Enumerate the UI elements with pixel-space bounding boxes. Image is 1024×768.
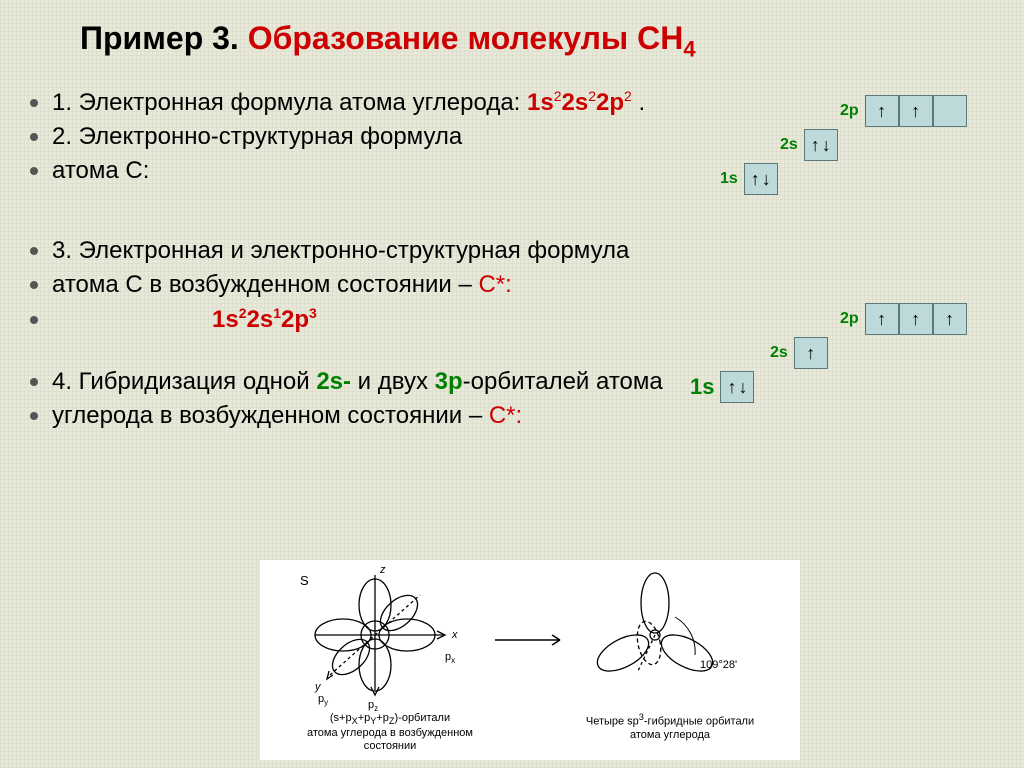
bullet-icon — [30, 133, 38, 141]
orbital-cell — [899, 303, 933, 335]
list-item: углерода в возбужденном состоянии – С*: — [30, 402, 994, 430]
formula-ground: 1s22s22p2 — [527, 89, 638, 116]
orbital-cell — [744, 163, 778, 195]
hybrid-caption-left: (s+pX+pY+pZ)-орбитали атома углерода в в… — [290, 712, 490, 754]
hybridization-diagram: S z x y px py pz 109°28' (s+pX+pY+pZ)- — [260, 560, 800, 760]
title-main: Образование молекулы CH4 — [248, 20, 696, 56]
orbital-label-1s: 1s — [720, 170, 738, 188]
svg-text:z: z — [379, 564, 386, 576]
orbital-label-2s: 2s — [780, 136, 798, 154]
svg-text:py: py — [318, 693, 328, 707]
text-line-1: 1. Электронная формула атома углерода: — [52, 89, 527, 116]
text-3p: 3p — [435, 368, 463, 395]
bullet-icon — [30, 247, 38, 255]
orbital-cell — [865, 95, 899, 127]
orbital-cell — [933, 95, 967, 127]
text-line-7a: 4. Гибридизация одной — [52, 368, 316, 395]
text-line-3: атома С: — [52, 157, 149, 185]
text-2s: 2s- — [316, 368, 351, 395]
text-line-5b: С*: — [478, 271, 511, 298]
text-line-2: 2. Электронно-структурная формула — [52, 123, 462, 151]
bullet-icon — [30, 316, 38, 324]
bullet-icon — [30, 378, 38, 386]
svg-text:px: px — [445, 651, 455, 665]
orbital-label-1s: 1s — [690, 374, 714, 400]
label-s: S — [300, 573, 309, 588]
orbital-cell — [865, 303, 899, 335]
orbital-cell — [794, 337, 828, 369]
bullet-icon — [30, 99, 38, 107]
orbital-cell — [899, 95, 933, 127]
list-item: 3. Электронная и электронно-структурная … — [30, 237, 994, 265]
bullet-icon — [30, 281, 38, 289]
svg-text:y: y — [314, 681, 322, 693]
bullet-icon — [30, 412, 38, 420]
orbital-label-2p: 2p — [840, 102, 859, 120]
text-line-8b: С*: — [489, 402, 522, 429]
orbital-cell — [933, 303, 967, 335]
text-line-4: 3. Электронная и электронно-структурная … — [52, 237, 629, 265]
text-line-5a: атома С в возбужденном состоянии – — [52, 271, 478, 298]
hybrid-caption-right: Четыре sp3-гибридные орбиталиатома углер… — [570, 712, 770, 742]
orbital-label-2p: 2p — [840, 310, 859, 328]
text-line-7c: и двух — [351, 368, 435, 395]
list-item: атома С в возбужденном состоянии – С*: — [30, 271, 994, 299]
orbital-cell — [720, 371, 754, 403]
list-item: 2. Электронно-структурная формула — [30, 123, 994, 151]
bullet-icon — [30, 167, 38, 175]
list-item: атома С: — [30, 157, 994, 185]
angle-label: 109°28' — [700, 659, 737, 671]
svg-text:x: x — [451, 629, 458, 641]
text-line-7e: -орбиталей атома — [463, 368, 663, 395]
list-item: 4. Гибридизация одной 2s- и двух 3p-орби… — [30, 368, 994, 396]
title-prefix: Пример 3. — [80, 20, 248, 56]
orbital-label-2s: 2s — [770, 344, 788, 362]
slide-title: Пример 3. Образование молекулы CH4 — [0, 0, 1024, 72]
orbital-cell — [804, 129, 838, 161]
svg-text:pz: pz — [368, 699, 378, 713]
text-line-8a: углерода в возбужденном состоянии – — [52, 402, 489, 429]
formula-excited: 1s22s12p3 — [52, 305, 317, 334]
